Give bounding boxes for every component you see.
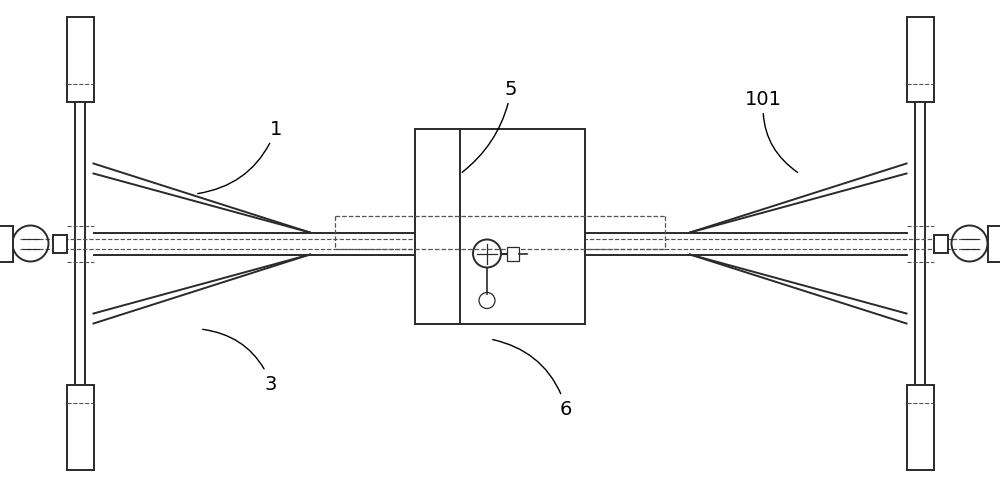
Bar: [66, 385, 94, 470]
Bar: [906, 18, 934, 103]
Bar: [507, 247, 519, 261]
Bar: [0, 226, 12, 262]
Bar: [66, 18, 94, 103]
Bar: [415, 129, 585, 324]
Text: 3: 3: [203, 330, 277, 393]
Bar: [934, 235, 948, 253]
Bar: [988, 226, 1000, 262]
Text: 6: 6: [493, 340, 572, 418]
Text: 5: 5: [462, 80, 518, 173]
Text: 101: 101: [745, 90, 798, 173]
Bar: [906, 385, 934, 470]
Text: 1: 1: [198, 120, 282, 194]
Bar: [52, 235, 66, 253]
